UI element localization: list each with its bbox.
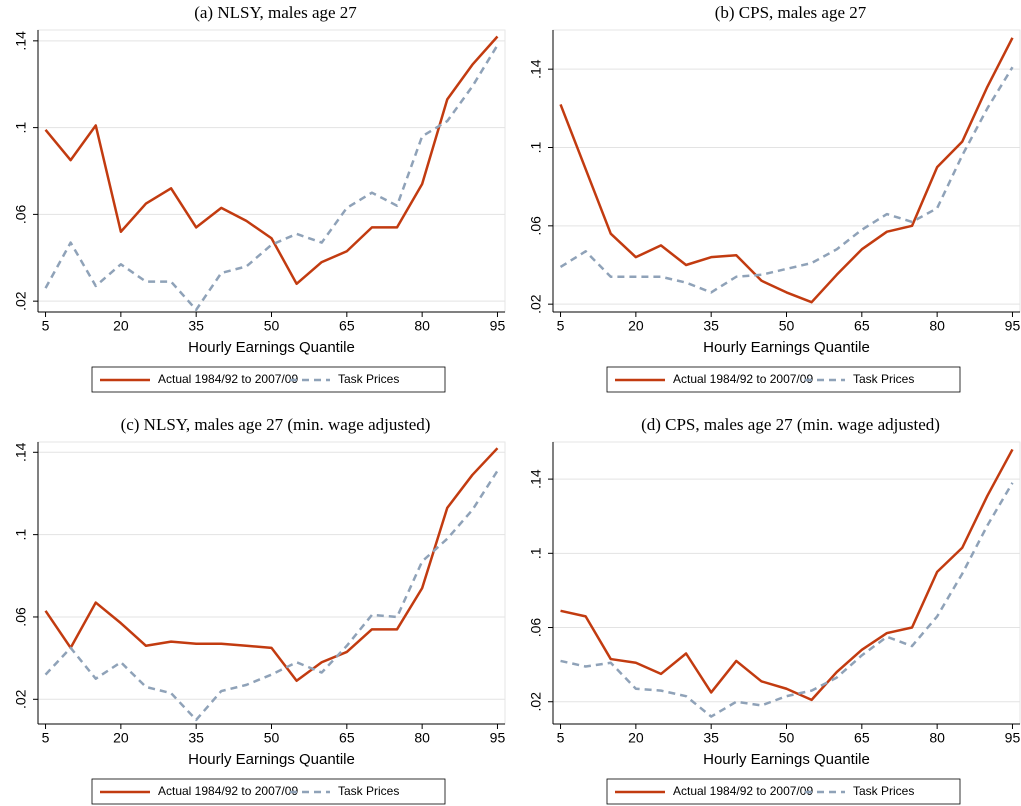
x-tick-label: 20 xyxy=(628,318,644,334)
x-tick-label: 50 xyxy=(264,318,280,334)
x-tick-label: 95 xyxy=(490,318,506,334)
legend-box xyxy=(606,778,961,805)
x-tick-label: 35 xyxy=(703,730,719,746)
chart-panel: .02 .06 .1 .14 5 20 35 50 65 80 95 (c) NLSY, males … xyxy=(13,415,506,805)
x-tick-label: 5 xyxy=(42,318,50,334)
y-tick-label: .02 xyxy=(528,692,544,712)
chart-title: (a) NLSY, males age 27 xyxy=(194,3,357,22)
y-tick-label: .1 xyxy=(528,547,544,559)
y-tick-label: .1 xyxy=(13,529,29,541)
y-tick-label: .1 xyxy=(528,141,544,153)
y-tick-label: .02 xyxy=(528,294,544,314)
y-tick-label: .06 xyxy=(13,204,29,224)
x-tick-label: 5 xyxy=(42,730,50,746)
chart-title: (c) NLSY, males age 27 (min. wage adjust… xyxy=(121,415,431,434)
series-line xyxy=(560,448,1014,702)
x-axis-label: Hourly Earnings Quantile xyxy=(188,339,355,356)
x-tick-label: 35 xyxy=(188,318,204,334)
x-tick-label: 35 xyxy=(188,730,204,746)
x-tick-label: 35 xyxy=(703,318,719,334)
x-tick-label: 95 xyxy=(490,730,506,746)
chart-title: (b) CPS, males age 27 xyxy=(715,3,867,22)
series-line xyxy=(44,35,499,286)
x-tick-label: 80 xyxy=(929,730,945,746)
y-tick-label: .06 xyxy=(528,216,544,236)
series-line xyxy=(559,37,1014,304)
series-line xyxy=(44,44,499,312)
chart-panel: .02 .06 .1 .14 5 20 35 50 65 80 95 (d) CPS, males a… xyxy=(528,415,1021,805)
y-tick-label: .1 xyxy=(13,122,29,134)
x-axis-label: Hourly Earnings Quantile xyxy=(703,751,870,768)
y-tick-label: .02 xyxy=(13,689,29,709)
chart-title: (d) CPS, males age 27 (min. wage adjuste… xyxy=(641,415,940,434)
x-tick-label: 65 xyxy=(339,318,355,334)
x-tick-label: 80 xyxy=(929,318,945,334)
x-axis-label: Hourly Earnings Quantile xyxy=(703,339,870,356)
plot-frame xyxy=(552,29,1021,313)
plot-frame xyxy=(37,441,506,725)
legend-box xyxy=(91,366,446,393)
x-tick-label: 65 xyxy=(854,318,870,334)
x-tick-label: 80 xyxy=(414,730,430,746)
chart-panel: .02 .06 .1 .14 5 20 35 50 65 80 95 (a) NLSY, males … xyxy=(13,3,506,393)
legend-box xyxy=(91,778,446,805)
x-tick-label: 5 xyxy=(557,318,565,334)
legend-label: Task Prices xyxy=(853,784,914,798)
legend-label: Actual 1984/92 to 2007/09 xyxy=(673,372,813,386)
y-tick-label: .14 xyxy=(528,469,544,489)
legend-box xyxy=(606,366,961,393)
legend-label: Task Prices xyxy=(338,372,399,386)
legend-label: Task Prices xyxy=(853,372,914,386)
series-line xyxy=(44,470,499,722)
x-tick-label: 50 xyxy=(264,730,280,746)
y-tick-label: .02 xyxy=(13,291,29,311)
series-line xyxy=(559,66,1014,294)
legend-label: Actual 1984/92 to 2007/09 xyxy=(158,784,298,798)
series-line xyxy=(44,447,499,683)
x-tick-label: 95 xyxy=(1005,318,1021,334)
x-tick-label: 5 xyxy=(557,730,565,746)
x-tick-label: 20 xyxy=(113,318,129,334)
plot-frame xyxy=(552,441,1021,725)
x-tick-label: 20 xyxy=(628,730,644,746)
x-tick-label: 50 xyxy=(779,318,795,334)
y-tick-label: .06 xyxy=(528,618,544,638)
plot-frame xyxy=(37,29,506,313)
x-tick-label: 65 xyxy=(339,730,355,746)
x-tick-label: 65 xyxy=(854,730,870,746)
y-tick-label: .14 xyxy=(13,442,29,462)
legend-label: Actual 1984/92 to 2007/09 xyxy=(158,372,298,386)
x-tick-label: 95 xyxy=(1005,730,1021,746)
chart-panel: .02 .06 .1 .14 5 20 35 50 65 80 95 (b) CPS, males a… xyxy=(528,3,1021,393)
x-tick-label: 80 xyxy=(414,318,430,334)
y-tick-label: .14 xyxy=(528,59,544,79)
x-tick-label: 20 xyxy=(113,730,129,746)
x-tick-label: 50 xyxy=(779,730,795,746)
x-axis-label: Hourly Earnings Quantile xyxy=(188,751,355,768)
y-tick-label: .14 xyxy=(13,31,29,51)
y-tick-label: .06 xyxy=(13,607,29,627)
legend-label: Actual 1984/92 to 2007/09 xyxy=(673,784,813,798)
legend-label: Task Prices xyxy=(338,784,399,798)
series-line xyxy=(560,482,1014,718)
